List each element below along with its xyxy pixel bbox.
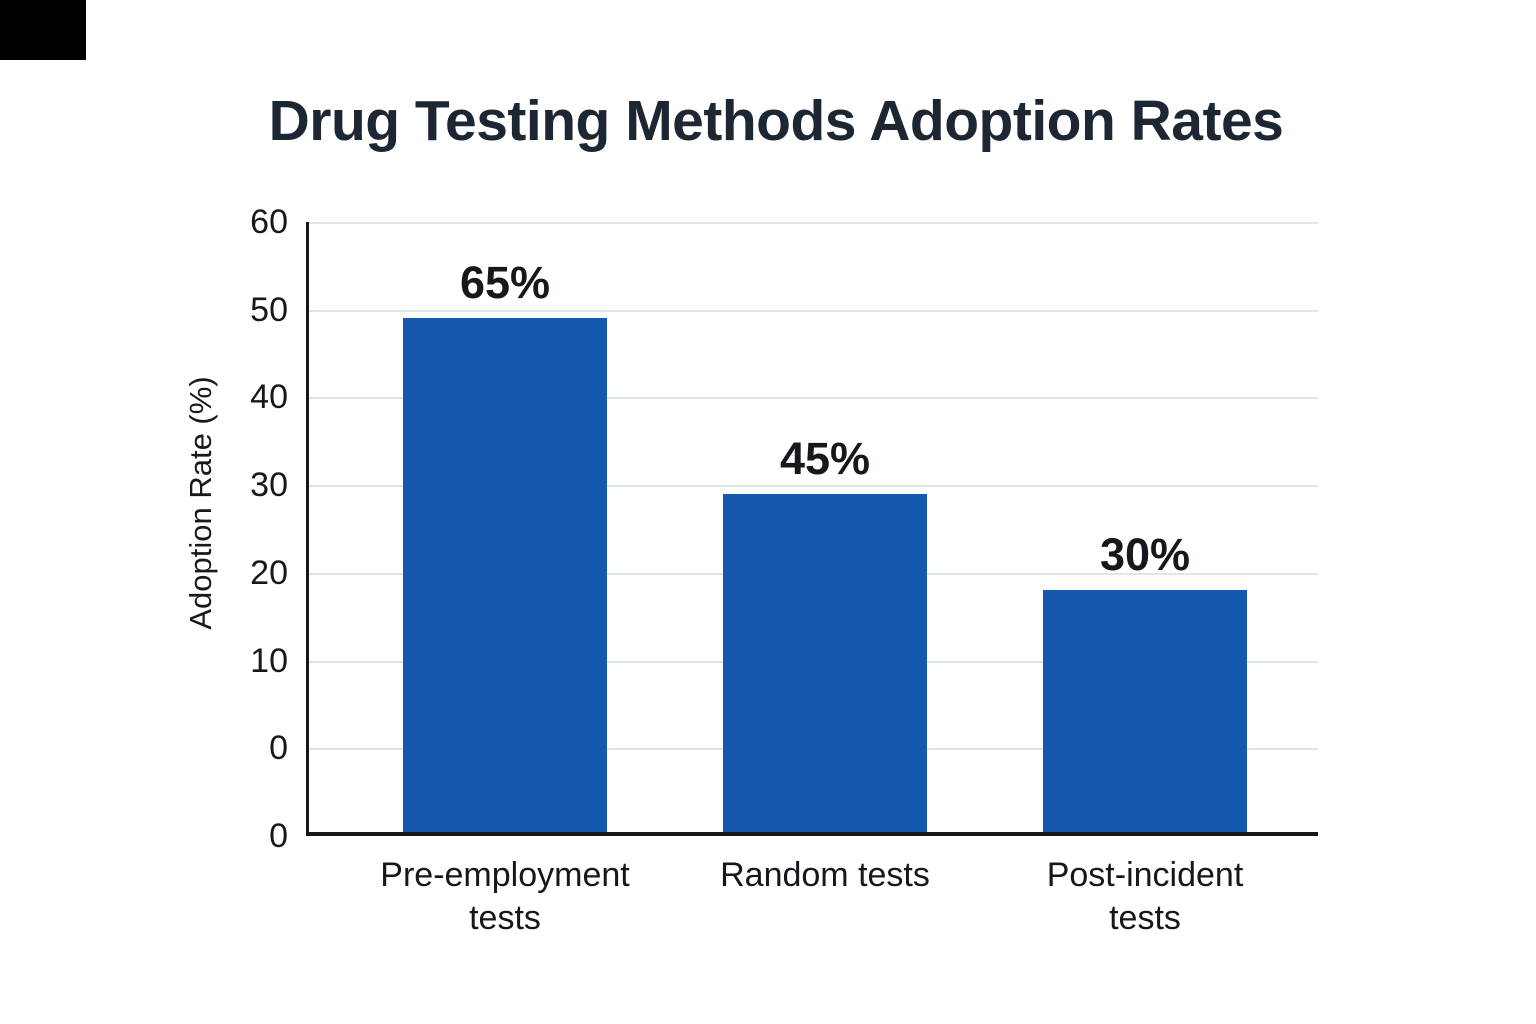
gridline: [309, 309, 1318, 312]
bar-value-label: 30%: [1099, 529, 1191, 580]
x-category-label: Pre-employment tests: [380, 856, 630, 937]
gridline: [309, 222, 1318, 224]
y-tick-label: 60: [250, 203, 288, 241]
y-tick-label: 0: [269, 729, 288, 768]
gridline: [309, 397, 1318, 400]
bar-pre-employment-tests: [403, 318, 607, 832]
y-tick-label: 40: [250, 378, 288, 417]
y-tick-label: 20: [250, 553, 288, 592]
bar-value-label: 45%: [779, 433, 871, 484]
x-category-label: Post-incident tests: [1046, 856, 1244, 937]
gridline: [309, 485, 1318, 488]
corner-black-rectangle: [0, 0, 86, 60]
bar-random-tests: [723, 494, 927, 832]
x-category-label: Random tests: [720, 856, 930, 894]
bar-value-label: 65%: [459, 257, 551, 308]
plot-area: 65% 45% 30%: [306, 222, 1318, 836]
y-tick-label: 10: [250, 641, 288, 680]
y-tick-label: 50: [250, 290, 288, 329]
bar-post-incident-tests: [1043, 590, 1247, 832]
y-tick-label: 30: [250, 466, 288, 505]
y-tick-label: 0: [269, 817, 288, 855]
chart-title: Drug Testing Methods Adoption Rates: [268, 89, 1284, 153]
